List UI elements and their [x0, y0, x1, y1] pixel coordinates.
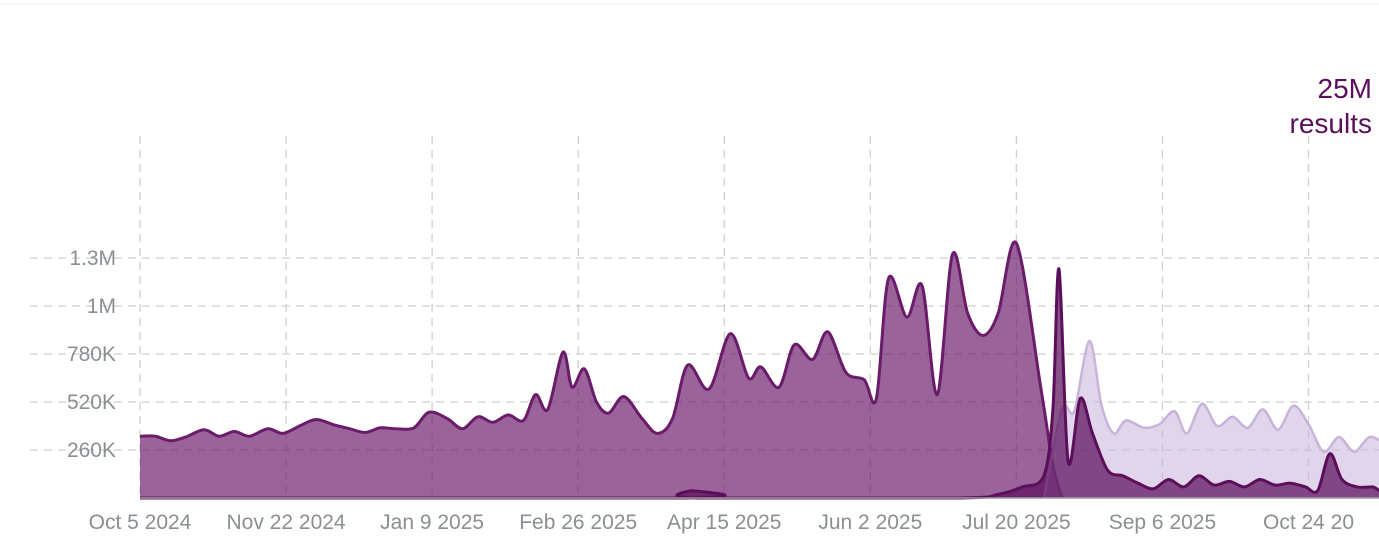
results-annotation: 25M results — [1290, 73, 1372, 139]
x-tick-label: Feb 26 2025 — [519, 511, 637, 534]
x-tick-label: Nov 22 2024 — [227, 511, 346, 534]
series-3-line — [1042, 339, 1379, 499]
y-tick-label: 260K — [67, 439, 116, 462]
annotation-label: results — [1290, 108, 1372, 139]
x-tick-label: Apr 15 2025 — [667, 511, 781, 534]
y-tick-label: 780K — [67, 343, 116, 366]
y-tick-label: 1.3M — [69, 247, 116, 270]
x-tick-label: Sep 6 2025 — [1109, 511, 1216, 534]
annotation-value: 25M — [1318, 73, 1372, 104]
x-tick-label: Jul 20 2025 — [962, 511, 1071, 534]
axes: 260K 520K 780K 1M 1.3M Oct 5 2024 Nov 22 2024 J… — [67, 247, 1379, 534]
series-1-area — [140, 241, 1062, 498]
plot-area — [139, 240, 1379, 500]
x-tick-label: Jan 9 2025 — [380, 511, 484, 534]
x-tick-label: Oct 5 2024 — [89, 511, 192, 534]
series-1-line — [139, 240, 1064, 499]
x-tick-label: Jun 2 2025 — [818, 511, 922, 534]
y-tick-label: 1M — [87, 295, 116, 318]
y-tick-label: 520K — [67, 391, 116, 414]
x-tick-label: Oct 24 20 — [1263, 511, 1354, 534]
